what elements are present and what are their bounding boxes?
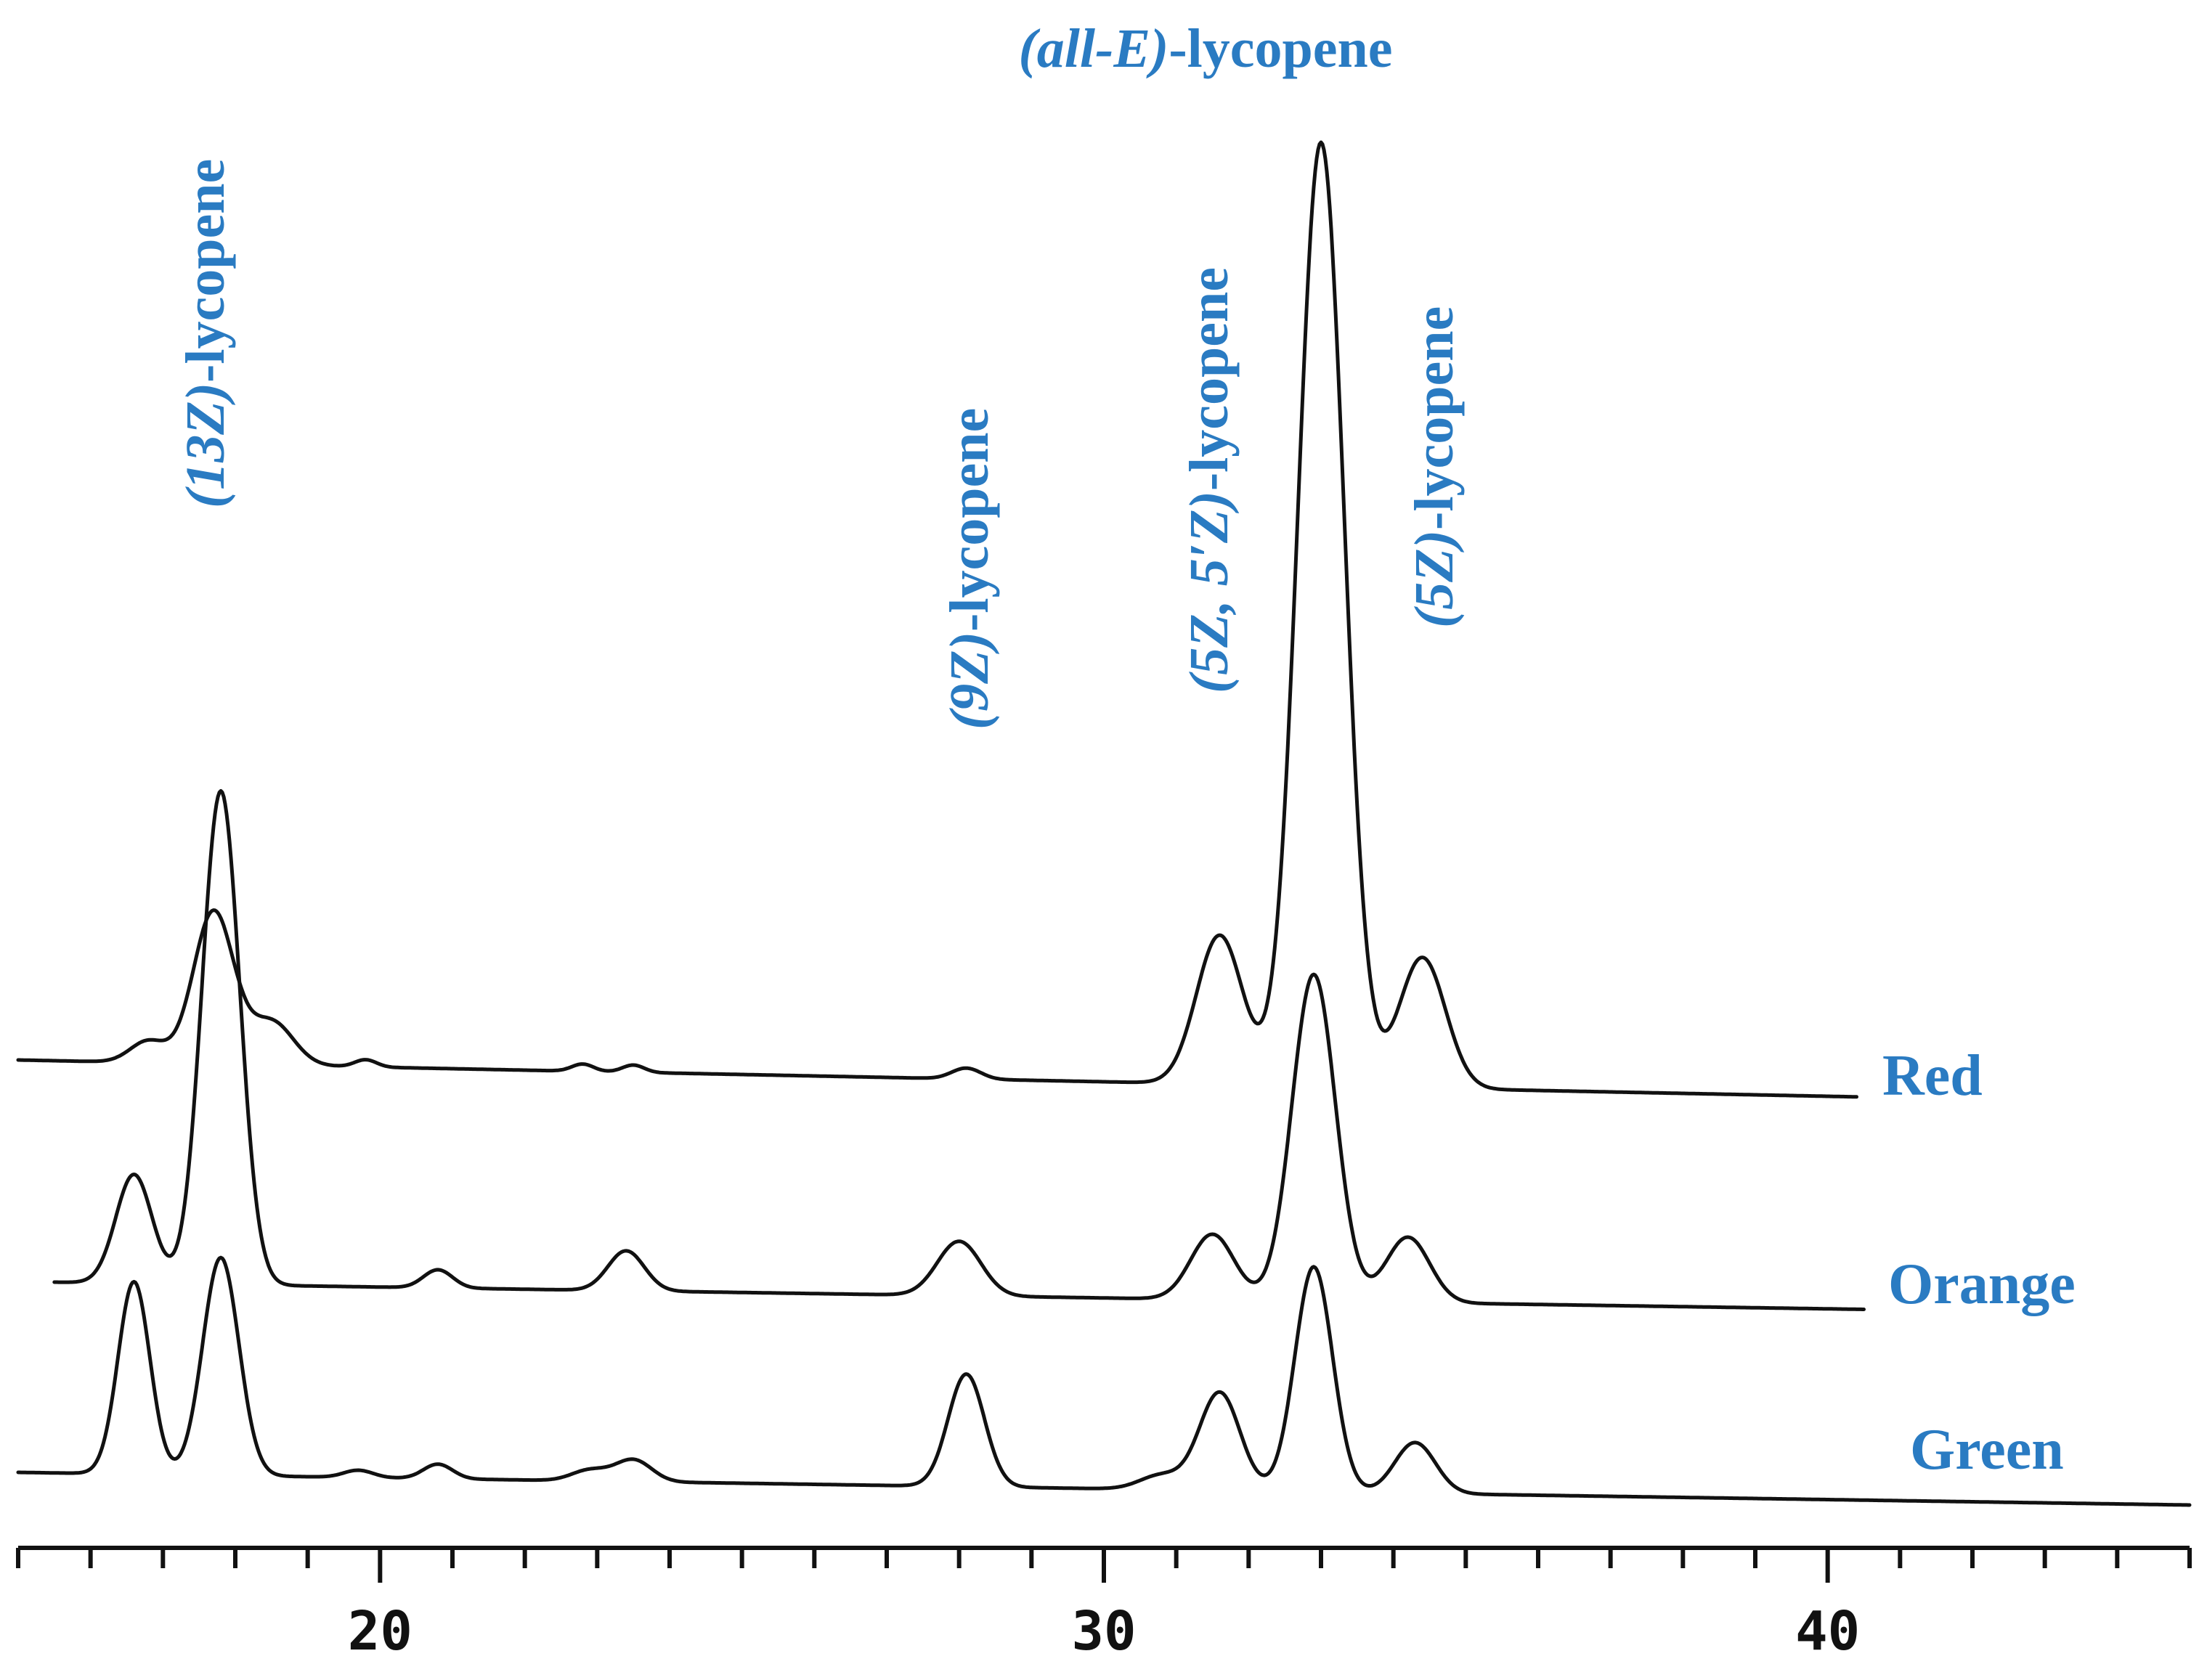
peak-label-group: (all-E)-lycopene(13Z)-lycopene(9Z)-lycop… xyxy=(175,18,1465,730)
trace-group xyxy=(16,140,2192,1507)
peak-label-prefix: (all-E) xyxy=(1018,18,1168,79)
peak-label-suffix: -lycopene xyxy=(1168,18,1392,79)
peak-label-suffix: -lycopene xyxy=(175,159,236,383)
peak-label-5z: (5Z)-lycopene xyxy=(1404,306,1465,628)
peak-label-suffix: -lycopene xyxy=(1404,306,1465,530)
trace-green xyxy=(16,1255,2192,1507)
peak-label-5z5z: (5Z, 5′Z)-lycopene xyxy=(1179,267,1240,693)
series-label-orange: Orange xyxy=(1888,1252,2076,1316)
peak-label-prefix: (5Z, 5′Z) xyxy=(1179,491,1240,693)
peak-label-9z: (9Z)-lycopene xyxy=(939,408,1000,730)
peak-label-all-e: (all-E)-lycopene xyxy=(1018,18,1392,79)
peak-label-13z: (13Z)-lycopene xyxy=(175,159,236,508)
peak-label-prefix: (13Z) xyxy=(175,383,236,508)
peak-label-suffix: -lycopene xyxy=(1179,267,1240,491)
peak-label-prefix: (5Z) xyxy=(1404,530,1465,628)
trace-label-group: Red Orange Green xyxy=(1882,1044,2076,1482)
trace-red xyxy=(16,140,1858,1099)
peak-label-prefix: (9Z) xyxy=(939,632,1000,730)
x-tick-label: 30 xyxy=(1071,1600,1136,1663)
series-label-green: Green xyxy=(1910,1418,2064,1482)
x-tick-label: 20 xyxy=(348,1600,412,1663)
peak-label-suffix: -lycopene xyxy=(939,408,1000,632)
x-axis: 20 30 40 xyxy=(16,1546,2192,1663)
trace-orange xyxy=(52,788,1866,1311)
series-label-red: Red xyxy=(1882,1044,1983,1108)
x-tick-label: 40 xyxy=(1795,1600,1860,1663)
